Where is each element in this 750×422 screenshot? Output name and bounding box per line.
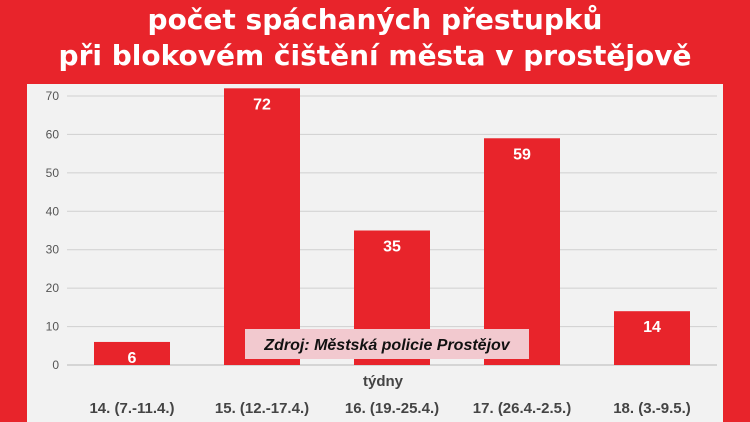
x-axis-ticks: 14. (7.-11.4.) 15. (12.-17.4.) 16. (19.-25… [89,400,690,417]
chart-panel: 0 10 20 30 40 50 60 70 6 72 35 59 14 14. (7.-11.4.)… [27,84,723,422]
bar [94,341,170,365]
source-note-background [245,329,529,359]
y-tick-label: 40 [46,204,60,218]
x-tick-label: 18. (3.-9.5.) [613,400,691,417]
source-note-text: Zdroj: Městská policie Prostějov [263,337,511,354]
y-tick-label: 20 [46,281,60,295]
y-tick-label: 10 [46,320,60,334]
y-tick-label: 60 [46,127,60,141]
y-tick-label: 50 [46,166,60,180]
data-labels: 6 72 35 59 14 [128,96,661,367]
data-label: 14 [643,319,661,336]
source-note: Zdroj: Městská policie Prostějov [245,329,529,359]
data-label: 72 [253,96,271,113]
bars [94,88,690,366]
y-tick-label: 0 [52,358,59,372]
data-label: 35 [383,239,401,256]
x-axis-label: týdny [363,373,404,390]
x-tick-label: 15. (12.-17.4.) [215,400,309,417]
x-tick-label: 16. (19.-25.4.) [345,400,439,417]
bar-chart: 0 10 20 30 40 50 60 70 6 72 35 59 14 14. (7.-11.4.)… [46,88,717,417]
title-line-1: počet spáchaných přestupků [147,3,603,36]
y-tick-label: 30 [46,243,60,257]
bar [224,88,300,366]
y-tick-label: 70 [46,89,60,103]
chart-title: počet spáchaných přestupků při blokovém … [0,2,750,74]
title-line-2: při blokovém čištění města v prostějově [58,39,692,72]
y-axis-ticks: 0 10 20 30 40 50 60 70 [46,89,60,372]
x-tick-label: 14. (7.-11.4.) [89,400,174,417]
x-tick-label: 17. (26.4.-2.5.) [473,400,571,417]
data-label: 6 [128,350,137,367]
bar [614,311,690,365]
bar [484,138,560,365]
data-label: 59 [513,146,531,163]
